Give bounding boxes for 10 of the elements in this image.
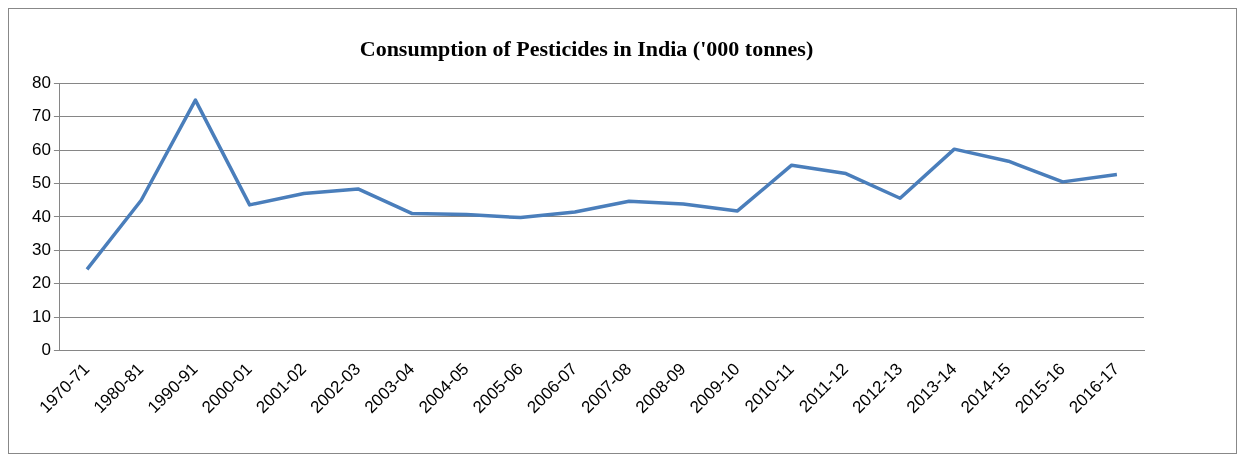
y-tick-label: 20: [31, 273, 51, 293]
y-tick-label: 80: [31, 73, 51, 93]
chart-title: Consumption of Pesticides in India ('000 tonnes): [359, 35, 814, 61]
y-tick-label: 40: [31, 206, 51, 226]
y-tick-label: 50: [31, 173, 51, 193]
y-tick-label: 0: [41, 340, 51, 360]
y-tick-label: 30: [31, 240, 51, 259]
y-tick-label: 10: [31, 306, 51, 326]
y-tick-label: 60: [31, 139, 51, 159]
y-tick-label: 70: [31, 106, 51, 126]
